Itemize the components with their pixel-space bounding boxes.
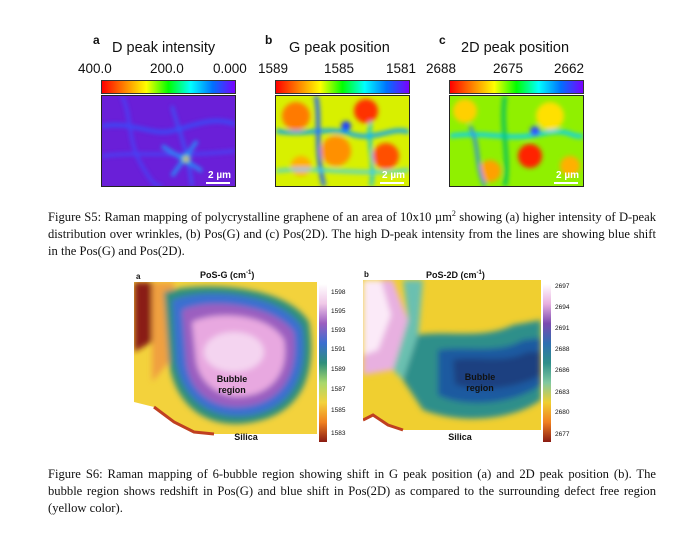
g-position-map-image (276, 96, 409, 186)
panel-a-scale-max: 400.0 (78, 61, 112, 76)
pos-g-map-image (134, 282, 317, 446)
s6-a-tick-6: 1587 (331, 386, 346, 393)
pos-g-map: Bubble region Silica (134, 282, 317, 446)
panel-c-scale-min: 2662 (554, 61, 585, 76)
caption-s5-superscript: 2 (451, 209, 456, 218)
s6-b-tick-3: 2691 (555, 325, 570, 332)
panel-a-title: D peak intensity (112, 40, 216, 56)
s6-b-tick-6: 2683 (555, 389, 570, 396)
panel-b-scalebar (380, 182, 404, 184)
panel-c-scalebar-label: 2 µm (556, 170, 579, 181)
s6-a-tick-3: 1593 (331, 327, 346, 334)
s6-a-region-line2: region (218, 385, 246, 395)
s6-b-title-end: ) (481, 270, 485, 280)
s6-b-tick-2: 2694 (555, 304, 570, 311)
s6-panel-a-colorbar (319, 284, 327, 442)
s6-b-silica-label: Silica (448, 432, 472, 442)
s6-a-region-line1: Bubble (216, 374, 248, 384)
panel-a-colorbar (101, 80, 236, 94)
panel-c-scale-mid: 2675 (493, 61, 524, 76)
figure-s5-caption: Figure S5: Raman mapping of polycrystall… (48, 205, 656, 260)
caption-s5-part-2: showing (a) higher intensity of D-peak d… (48, 210, 657, 259)
pos-2d-map: Bubble region Silica (363, 280, 541, 446)
g-position-map: 2 µm (275, 95, 410, 187)
panel-c-colorbar (449, 80, 584, 94)
s6-a-title-end: ) (251, 270, 255, 280)
s6-a-tick-1: 1598 (331, 289, 346, 296)
panel-a-scalebar-label: 2 µm (208, 170, 231, 181)
panel-b-scale-max: 1589 (258, 61, 289, 76)
s6-b-region-line2: region (466, 383, 494, 393)
panel-b-scale-mid: 1585 (324, 61, 355, 76)
panel-a-scale-min: 0.000 (213, 61, 247, 76)
s6-panel-a-title: PoS-G (cm-1) (200, 270, 254, 280)
s6-a-title-main: PoS-G (cm (200, 270, 247, 280)
d-intensity-map: 2 µm (101, 95, 236, 187)
s6-b-tick-8: 2677 (555, 431, 570, 438)
caption-s5-part-1: Figure S5: Raman mapping of polycrystall… (48, 210, 452, 225)
s6-a-silica-label: Silica (234, 432, 258, 442)
panel-c-letter: c (439, 33, 446, 47)
panel-a-scalebar (206, 182, 230, 184)
s6-b-title-main: PoS-2D (cm (426, 270, 477, 280)
panel-b-colorbar (275, 80, 410, 94)
s6-a-tick-2: 1595 (331, 308, 346, 315)
s6-b-tick-1: 2697 (555, 283, 570, 290)
d-intensity-map-image (102, 96, 235, 186)
panel-b-scalebar-label: 2 µm (382, 170, 405, 181)
s6-b-region-line1: Bubble (464, 372, 496, 382)
panel-c-scalebar (554, 182, 578, 184)
panel-c-scale-max: 2688 (426, 61, 457, 76)
panel-a-scale-mid: 200.0 (150, 61, 184, 76)
panel-a-letter: a (93, 33, 100, 47)
panel-b-letter: b (265, 33, 273, 47)
s6-a-tick-5: 1589 (331, 366, 346, 373)
s6-panel-b-title: PoS-2D (cm-1) (426, 270, 485, 280)
s6-a-tick-7: 1585 (331, 407, 346, 414)
panel-c-title: 2D peak position (461, 40, 570, 56)
2d-position-map: 2 µm (449, 95, 584, 187)
s6-a-tick-4: 1591 (331, 346, 346, 353)
s6-panel-a-letter: a (136, 272, 141, 281)
s6-a-title-sup: -1 (246, 270, 252, 276)
s6-b-tick-4: 2688 (555, 346, 570, 353)
2d-position-map-image (450, 96, 583, 186)
panel-b-title: G peak position (289, 40, 390, 56)
panel-b-scale-min: 1581 (386, 61, 417, 76)
s6-b-bubble-region-label: Bubble region (460, 372, 500, 394)
s6-b-tick-5: 2686 (555, 367, 570, 374)
pos-2d-map-image (363, 280, 541, 446)
s6-a-bubble-region-label: Bubble region (212, 374, 252, 396)
s6-panel-b-letter: b (364, 270, 369, 279)
s6-b-title-sup: -1 (476, 270, 482, 276)
s6-b-tick-7: 2680 (555, 409, 570, 416)
s6-panel-b-colorbar (543, 284, 551, 442)
figure-s6-caption: Figure S6: Raman mapping of 6-bubble reg… (48, 467, 656, 515)
s6-a-tick-8: 1583 (331, 430, 346, 437)
